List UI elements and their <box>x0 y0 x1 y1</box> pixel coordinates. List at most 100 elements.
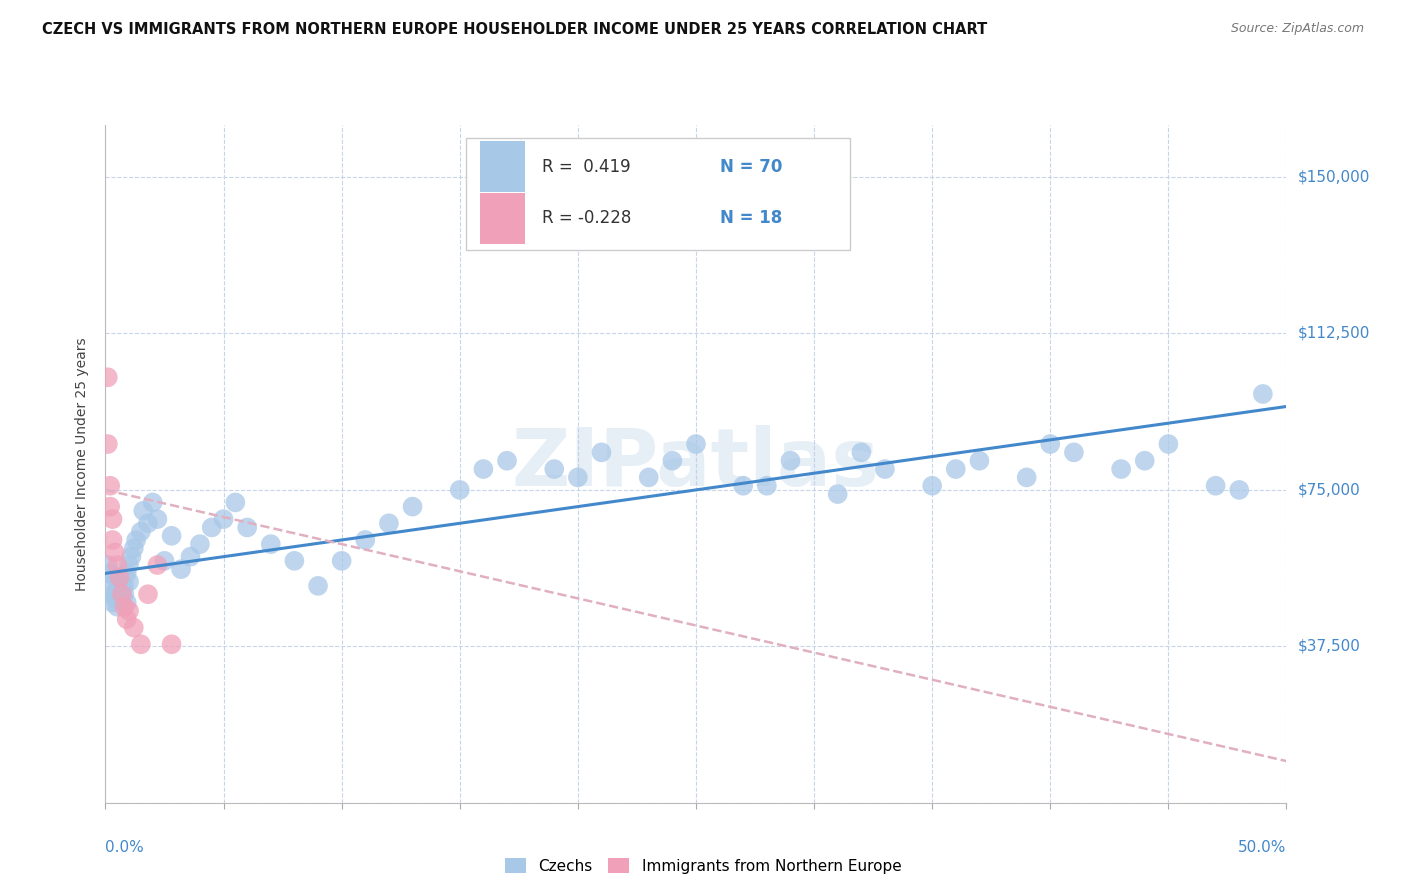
Text: CZECH VS IMMIGRANTS FROM NORTHERN EUROPE HOUSEHOLDER INCOME UNDER 25 YEARS CORRE: CZECH VS IMMIGRANTS FROM NORTHERN EUROPE… <box>42 22 987 37</box>
Point <box>283 554 305 568</box>
Point <box>755 479 778 493</box>
Point <box>108 570 131 584</box>
Point <box>122 541 145 556</box>
Text: 50.0%: 50.0% <box>1239 840 1286 855</box>
Point <box>945 462 967 476</box>
FancyBboxPatch shape <box>465 138 849 251</box>
Point <box>105 599 128 614</box>
Point <box>1227 483 1250 497</box>
Point <box>1109 462 1132 476</box>
Point <box>98 579 121 593</box>
Point <box>354 533 377 547</box>
Point <box>1063 445 1085 459</box>
Point <box>125 533 148 547</box>
Point <box>378 516 401 531</box>
Point <box>108 591 131 606</box>
Point <box>212 512 235 526</box>
Point <box>733 479 755 493</box>
Text: Source: ZipAtlas.com: Source: ZipAtlas.com <box>1230 22 1364 36</box>
Text: N = 18: N = 18 <box>720 209 782 227</box>
Point <box>104 591 127 606</box>
Bar <box>479 141 524 192</box>
Point <box>496 453 519 467</box>
Point <box>179 549 201 564</box>
Point <box>1251 387 1274 401</box>
Point <box>170 562 193 576</box>
Point <box>129 524 152 539</box>
Point <box>779 453 801 467</box>
Point <box>118 604 141 618</box>
Point <box>472 462 495 476</box>
Point <box>112 579 135 593</box>
Point <box>104 570 127 584</box>
Point <box>330 554 353 568</box>
Point <box>637 470 659 484</box>
Point <box>105 582 128 597</box>
Legend: Czechs, Immigrants from Northern Europe: Czechs, Immigrants from Northern Europe <box>499 852 907 880</box>
Point <box>98 479 121 493</box>
Y-axis label: Householder Income Under 25 years: Householder Income Under 25 years <box>76 337 90 591</box>
Point <box>591 445 613 459</box>
Point <box>153 554 176 568</box>
Point <box>160 529 183 543</box>
Point <box>129 637 152 651</box>
Bar <box>479 193 524 244</box>
Point <box>685 437 707 451</box>
Point <box>1039 437 1062 451</box>
Text: $37,500: $37,500 <box>1298 639 1361 654</box>
Point <box>307 579 329 593</box>
Point <box>449 483 471 497</box>
Point <box>188 537 211 551</box>
Point <box>108 574 131 589</box>
Point <box>97 370 120 384</box>
Point <box>1205 479 1227 493</box>
Point <box>122 621 145 635</box>
Point <box>136 516 159 531</box>
Point <box>98 566 121 581</box>
Point <box>111 574 134 589</box>
Point <box>146 512 169 526</box>
Point <box>1015 470 1038 484</box>
Point <box>105 558 128 572</box>
Point <box>969 453 991 467</box>
Point <box>921 479 943 493</box>
Point <box>236 520 259 534</box>
Point <box>118 558 141 572</box>
Text: N = 70: N = 70 <box>720 158 782 176</box>
Text: ZIPatlas: ZIPatlas <box>512 425 880 503</box>
Point <box>661 453 683 467</box>
Text: R = -0.228: R = -0.228 <box>543 209 643 227</box>
Text: 0.0%: 0.0% <box>105 840 145 855</box>
Point <box>101 512 124 526</box>
Point <box>260 537 283 551</box>
Point <box>201 520 224 534</box>
Point <box>120 549 142 564</box>
Point <box>101 533 124 547</box>
Point <box>115 612 138 626</box>
Point <box>97 558 120 572</box>
Point <box>1157 437 1180 451</box>
Point <box>112 587 135 601</box>
Point <box>567 470 589 484</box>
Point <box>142 495 165 509</box>
Text: $112,500: $112,500 <box>1298 326 1369 341</box>
Point <box>136 587 159 601</box>
Point <box>111 582 134 597</box>
Text: $75,000: $75,000 <box>1298 483 1361 498</box>
Point <box>827 487 849 501</box>
Point <box>543 462 565 476</box>
Point <box>146 558 169 572</box>
Point <box>851 445 873 459</box>
Point <box>160 637 183 651</box>
Point <box>104 545 127 559</box>
Point <box>101 596 124 610</box>
Point <box>401 500 423 514</box>
Point <box>873 462 896 476</box>
Point <box>112 599 135 614</box>
Point <box>1133 453 1156 467</box>
Point <box>101 587 124 601</box>
Point <box>111 587 134 601</box>
Point <box>97 437 120 451</box>
Text: $150,000: $150,000 <box>1298 169 1369 185</box>
Point <box>132 504 155 518</box>
